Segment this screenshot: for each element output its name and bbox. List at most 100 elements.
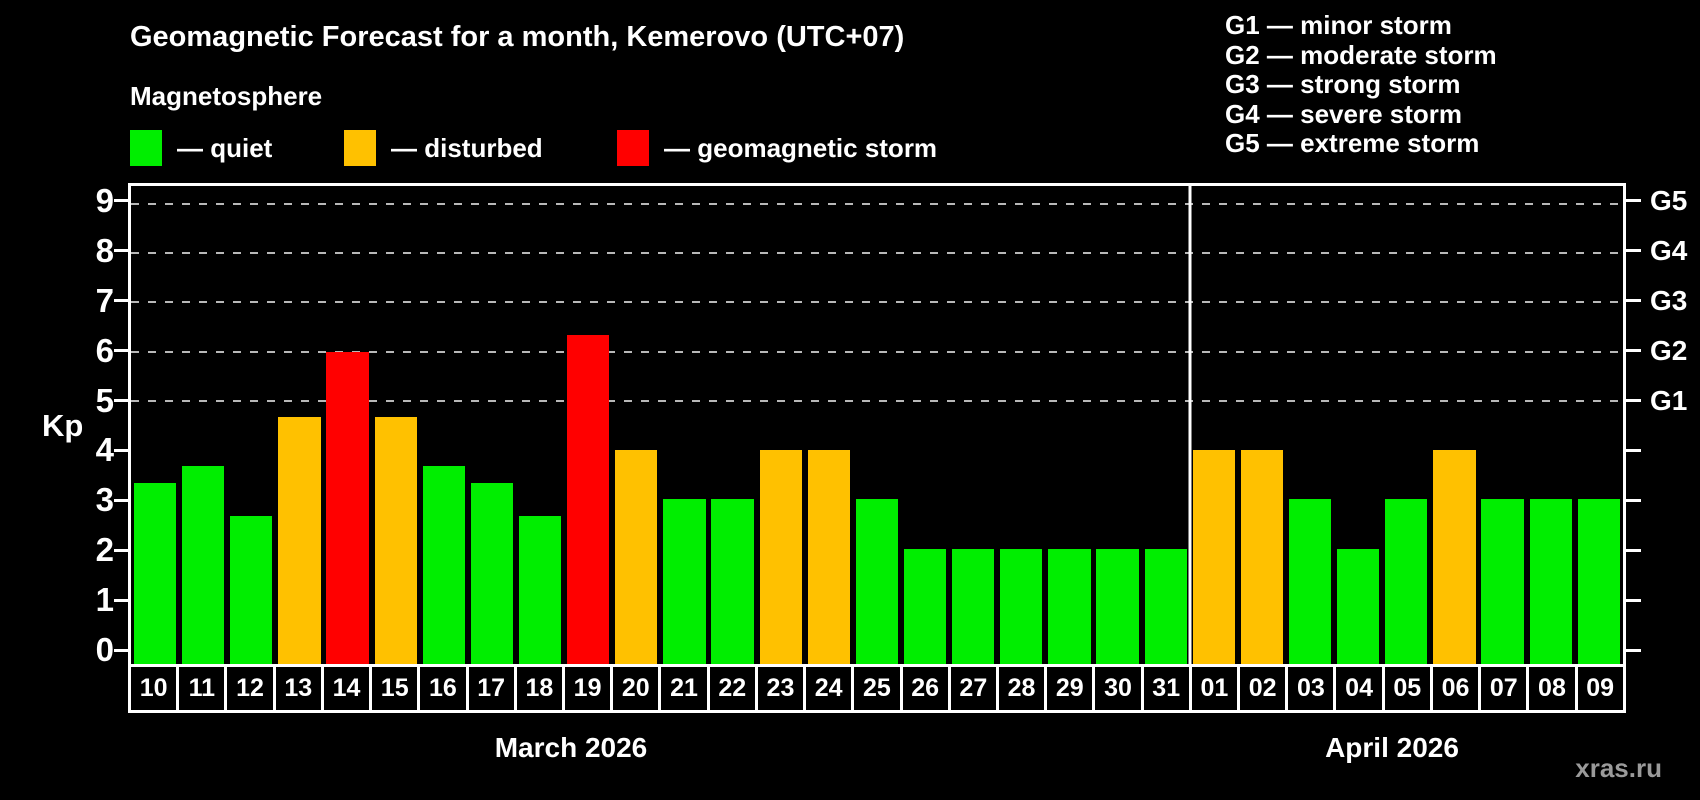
kp-bar-day-07 [1481,499,1524,664]
day-cell-03: 03 [1285,664,1337,713]
y-axis-tick [114,598,129,602]
kp-bar-day-10 [133,483,177,664]
bar-slot-day-28 [997,186,1045,664]
y-tick-label-4: 4 [95,431,114,469]
day-cell-17: 17 [465,664,517,713]
bar-slot-day-19 [564,186,612,664]
day-cell-04: 04 [1333,664,1385,713]
bar-slot-day-01 [1190,186,1238,664]
bar-slot-day-22 [709,186,757,664]
bar-slot-day-24 [805,186,853,664]
g-legend-line: G5 — extreme storm [1225,128,1480,158]
bar-slot-day-10 [131,186,179,664]
y-axis-tick [114,349,129,353]
day-cell-27: 27 [947,664,999,713]
day-cell-19: 19 [561,664,614,713]
bar-slot-day-08 [1527,186,1575,664]
page-title: Geomagnetic Forecast for a month, Kemero… [130,21,905,53]
g-scale-label-G4: G4 [1650,234,1688,266]
day-cell-10: 10 [128,664,180,713]
bar-slot-day-16 [420,186,468,664]
y-tick-label-6: 6 [95,331,114,369]
kp-bar-day-25 [855,499,899,664]
bar-slot-day-09 [1575,186,1623,664]
day-cell-15: 15 [369,664,421,713]
legend-item-disturbed: — disturbed [344,129,543,167]
bar-slot-day-27 [949,186,997,664]
kp-bar-day-16 [422,466,465,664]
y-tick-label-2: 2 [95,531,114,569]
g-scale-tick [1626,548,1641,552]
y-axis-tick [114,548,129,552]
bar-slot-day-03 [1286,186,1334,664]
day-cell-07: 07 [1478,664,1530,713]
gridline-kp6 [131,350,1623,353]
g-scale-tick [1626,448,1641,452]
kp-bar-day-24 [807,450,850,664]
g-scale-label-G2: G2 [1650,334,1688,366]
day-cell-30: 30 [1092,664,1144,713]
kp-bar-day-01 [1192,450,1235,664]
kp-bar-day-18 [518,515,562,664]
bar-slot-day-06 [1430,186,1478,664]
gridline-kp7 [131,301,1623,304]
g-scale-legend: G1 — minor storm G2 — moderate storm G3 — … [1225,10,1497,159]
kp-bar-day-28 [1000,548,1043,664]
g-scale-tick [1626,199,1641,203]
g-scale-tick [1626,249,1641,253]
day-cell-26: 26 [899,664,951,713]
kp-bar-day-27 [952,548,995,664]
bar-slot-day-14 [324,186,372,664]
day-cell-18: 18 [513,664,565,713]
kp-bar-day-03 [1288,499,1332,664]
kp-bar-day-17 [470,483,514,664]
bar-slot-day-23 [757,186,805,664]
quiet-color-swatch-icon [130,130,162,166]
watermark: xras.ru [1575,753,1662,783]
day-cell-16: 16 [417,664,469,713]
day-cell-12: 12 [224,664,276,713]
bar-slot-day-07 [1479,186,1527,664]
day-cell-28: 28 [995,664,1048,713]
bar-slot-day-15 [372,186,420,664]
g-scale-label-G3: G3 [1650,284,1688,316]
day-cell-25: 25 [851,664,903,713]
y-axis-title: Kp [42,408,84,443]
y-tick-label-5: 5 [95,381,114,419]
kp-bar-day-08 [1529,499,1572,664]
kp-bar-day-02 [1240,450,1284,664]
day-cell-29: 29 [1044,664,1096,713]
kp-bar-day-22 [711,499,754,664]
y-axis-tick [114,648,129,652]
day-cell-02: 02 [1237,664,1289,713]
bar-slot-day-31 [1142,186,1190,664]
day-cell-06: 06 [1429,664,1482,713]
bar-slot-day-17 [468,186,516,664]
y-axis-tick [114,448,129,452]
kp-bar-day-06 [1433,450,1476,664]
day-cell-20: 20 [610,664,662,713]
y-axis-tick [114,498,129,502]
bar-slot-day-30 [1094,186,1142,664]
kp-bar-day-31 [1144,548,1187,664]
kp-bar-day-15 [374,417,417,664]
kp-bar-day-19 [567,335,610,664]
kp-bar-day-09 [1577,499,1620,664]
day-cell-14: 14 [320,664,373,713]
y-axis-tick [114,399,129,403]
kp-bar-day-23 [759,450,802,664]
kp-bar-day-29 [1048,548,1091,664]
y-axis-tick [114,249,129,253]
g-legend-line: G3 — strong storm [1225,69,1461,99]
kp-bar-day-30 [1096,548,1139,664]
g-scale-tick [1626,648,1641,652]
bar-slot-day-18 [516,186,564,664]
gridline-kp9 [131,202,1623,205]
day-cell-05: 05 [1381,664,1433,713]
bar-slot-day-25 [853,186,901,664]
magnetosphere-subtitle: Magnetosphere [130,81,323,111]
g-legend-line: G2 — moderate storm [1225,39,1497,70]
bars-container [131,186,1623,664]
y-tick-label-0: 0 [95,631,114,669]
kp-bar-day-12 [230,515,273,664]
